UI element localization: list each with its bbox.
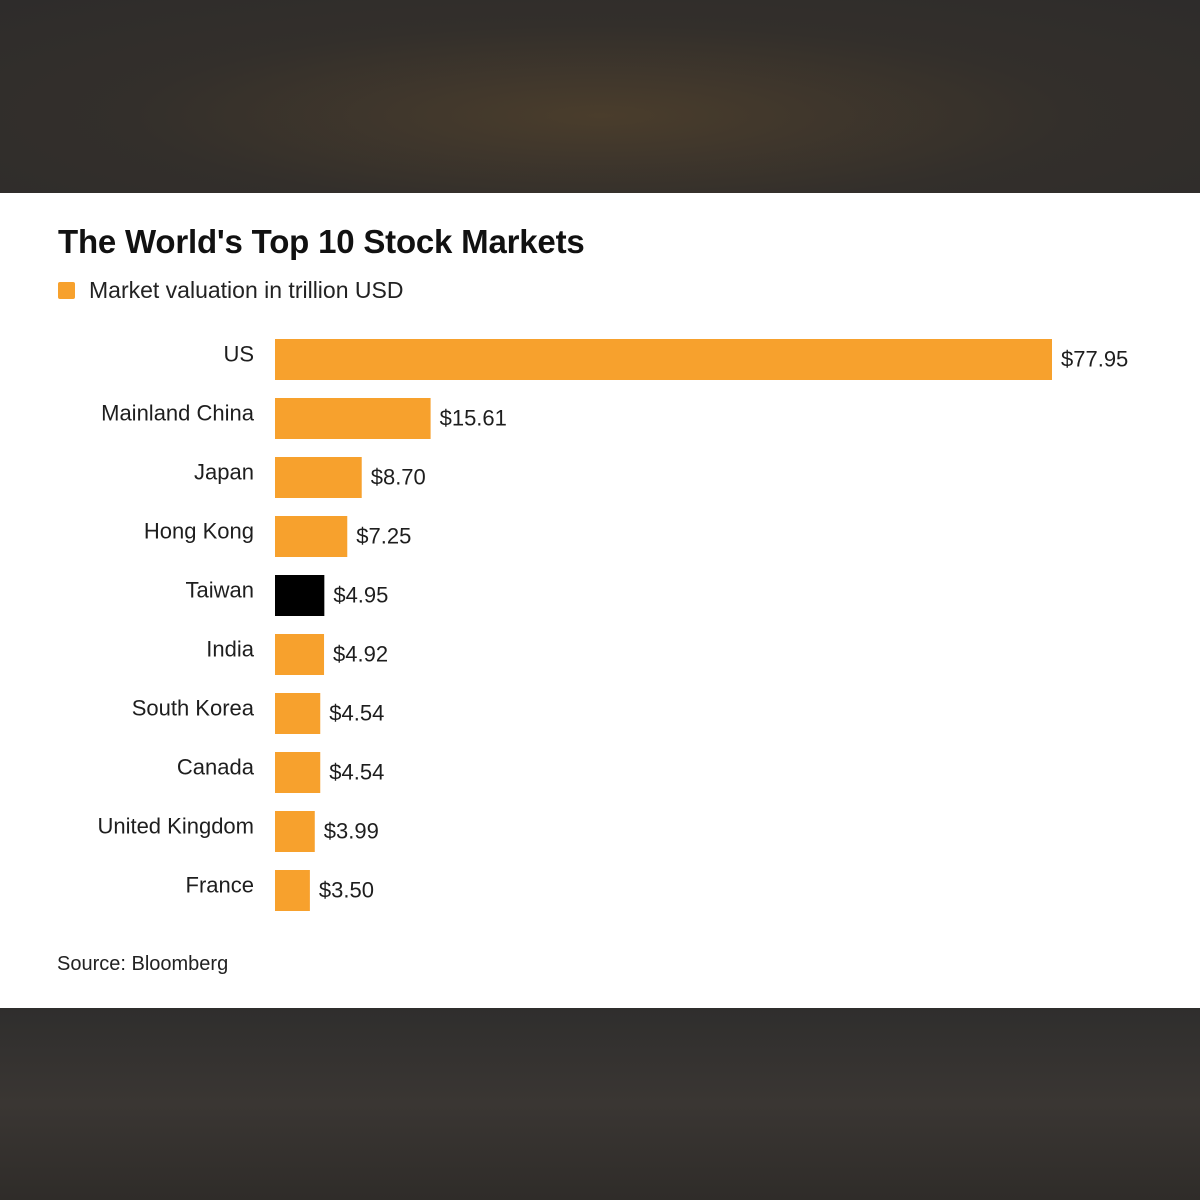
value-label-france: $3.50 — [319, 877, 374, 902]
value-label-south-korea: $4.54 — [329, 700, 384, 725]
value-label-us: $77.95 — [1061, 346, 1128, 371]
category-label-south-korea: South Korea — [132, 695, 255, 720]
bar-france — [275, 870, 310, 911]
category-label-canada: Canada — [177, 754, 255, 779]
value-label-united-kingdom: $3.99 — [324, 818, 379, 843]
category-label-united-kingdom: United Kingdom — [97, 813, 254, 838]
value-label-india: $4.92 — [333, 641, 388, 666]
category-label-hong-kong: Hong Kong — [144, 518, 254, 543]
photo-background-top — [0, 0, 1200, 193]
bar-south-korea — [275, 693, 321, 734]
chart-title: The World's Top 10 Stock Markets — [58, 223, 585, 260]
bar-united-kingdom — [275, 811, 315, 852]
bar-india — [275, 634, 325, 675]
value-label-japan: $8.70 — [371, 464, 426, 489]
bar-taiwan — [275, 575, 325, 616]
chart-legend: Market valuation in trillion USD — [58, 277, 403, 304]
bar-japan — [275, 457, 362, 498]
value-label-canada: $4.54 — [329, 759, 384, 784]
value-label-hong-kong: $7.25 — [356, 523, 411, 548]
bar-hong-kong — [275, 516, 348, 557]
category-label-france: France — [186, 872, 254, 897]
category-label-taiwan: Taiwan — [186, 577, 254, 602]
photo-background-bottom — [0, 1008, 1200, 1200]
category-label-us: US — [223, 341, 254, 366]
legend-swatch — [58, 282, 75, 299]
bar-canada — [275, 752, 321, 793]
bar-chart: US $77.95 Mainland China $15.61 Japan $8.70 Ho… — [97, 339, 1128, 911]
bar-us — [275, 339, 1052, 380]
bar-mainland-china — [275, 398, 431, 439]
value-label-taiwan: $4.95 — [333, 582, 388, 607]
category-label-mainland-china: Mainland China — [101, 400, 255, 425]
source-note: Source: Bloomberg — [57, 953, 229, 975]
category-label-india: India — [206, 636, 254, 661]
legend-label: Market valuation in trillion USD — [89, 277, 404, 303]
chart-card: The World's Top 10 Stock Markets Market … — [0, 193, 1200, 1008]
value-label-mainland-china: $15.61 — [440, 405, 507, 430]
category-label-japan: Japan — [194, 459, 254, 484]
